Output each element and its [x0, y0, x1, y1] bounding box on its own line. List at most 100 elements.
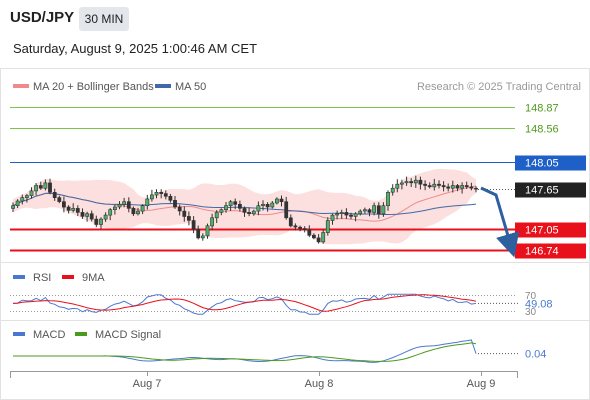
- candle: [140, 205, 145, 212]
- candle: [362, 209, 367, 212]
- rsi-legend-swatch: [13, 275, 25, 279]
- candle: [293, 225, 298, 228]
- candle: [196, 228, 201, 239]
- ma50-legend-swatch: [155, 84, 171, 88]
- macd-signal-legend-swatch: [75, 332, 87, 336]
- time-tick-label: Aug 9: [467, 378, 496, 390]
- candle: [159, 192, 164, 194]
- candle: [265, 204, 270, 208]
- candle: [349, 214, 353, 217]
- candle: [94, 218, 99, 225]
- candle: [99, 218, 103, 225]
- macd-signal-line: [13, 342, 477, 362]
- candle: [214, 212, 219, 219]
- candle: [103, 214, 108, 220]
- candle: [446, 186, 451, 189]
- macd-last-value: 0.04: [525, 349, 546, 361]
- currency-pair: USD/JPY: [10, 9, 75, 26]
- candle: [432, 183, 437, 188]
- support-label-box-146.74: [515, 243, 586, 259]
- support-label-147.05: 147.05: [525, 225, 559, 237]
- candle: [80, 212, 85, 217]
- macd-legend-label: MACD: [33, 329, 65, 341]
- time-tick-label: Aug 8: [305, 378, 334, 390]
- level-lines: [10, 107, 515, 252]
- candle: [358, 210, 363, 215]
- candle: [182, 210, 187, 217]
- timeframe-button[interactable]: 30 MIN: [79, 7, 129, 31]
- candle: [427, 185, 432, 188]
- candle: [274, 198, 279, 204]
- candle: [163, 193, 168, 197]
- candle: [38, 185, 43, 189]
- candle: [131, 208, 136, 215]
- chart-datetime: Saturday, August 9, 2025 1:00:46 AM CET: [13, 41, 258, 56]
- ma20-legend-swatch: [13, 84, 29, 88]
- candle: [200, 235, 205, 239]
- candle: [210, 217, 215, 227]
- candle: [228, 201, 233, 206]
- candle: [390, 187, 395, 193]
- pivot-label: 148.05: [525, 158, 559, 170]
- candle: [89, 213, 94, 220]
- time-axis-ticks: Aug 7 Aug 8 Aug 9: [133, 371, 496, 390]
- candle: [238, 204, 242, 209]
- candle: [154, 192, 159, 196]
- candle: [34, 185, 39, 192]
- chart-frame: [0, 68, 590, 400]
- level-labels: 148.87 148.56 148.05 147.65 147.05 146.74: [515, 103, 586, 259]
- forecast-arrow: [480, 186, 520, 258]
- candle: [71, 208, 76, 211]
- candle: [298, 226, 303, 229]
- candle: [386, 192, 390, 207]
- candle: [455, 185, 460, 189]
- candle: [330, 214, 335, 221]
- candle: [409, 181, 414, 184]
- candle: [15, 200, 20, 206]
- resistance-label-148.87: 148.87: [525, 103, 559, 115]
- macd-indicator: 0.04: [13, 339, 546, 363]
- candle: [469, 186, 474, 189]
- candle: [399, 182, 404, 185]
- candle: [423, 183, 428, 186]
- macd-legend-swatch: [13, 332, 25, 336]
- candle: [311, 234, 316, 239]
- candle: [372, 205, 377, 213]
- candle: [43, 182, 48, 189]
- candle: [344, 212, 349, 216]
- support-label-box-147.05: [515, 222, 586, 238]
- candle: [302, 228, 307, 231]
- rsi-level-70: 70: [525, 291, 537, 302]
- candle: [61, 201, 66, 208]
- candle: [247, 212, 252, 214]
- support-label-146.74: 146.74: [525, 246, 559, 258]
- candle: [367, 209, 372, 213]
- candle: [321, 232, 326, 243]
- candle: [395, 183, 400, 189]
- candle: [150, 194, 154, 200]
- candle: [187, 216, 191, 221]
- candle: [284, 201, 289, 219]
- candle: [168, 196, 173, 201]
- rsi-legend-label: RSI: [33, 272, 51, 284]
- candle: [376, 205, 381, 215]
- candle: [325, 220, 330, 233]
- candle: [177, 206, 182, 212]
- candle: [450, 185, 455, 189]
- candle: [205, 225, 210, 237]
- candle: [316, 237, 321, 243]
- time-tick-label: Aug 7: [133, 378, 162, 390]
- rsi-ma-legend-label: 9MA: [82, 272, 105, 284]
- candle: [288, 217, 293, 227]
- candle: [418, 179, 423, 185]
- candle: [224, 205, 228, 210]
- candle: [108, 209, 113, 216]
- candle: [122, 201, 127, 205]
- candle: [307, 229, 312, 236]
- copyright-credit: Research © 2025 Trading Central: [417, 81, 581, 93]
- rsi-last-value: 49.08: [525, 298, 553, 310]
- candle: [24, 195, 29, 198]
- candle: [261, 204, 265, 206]
